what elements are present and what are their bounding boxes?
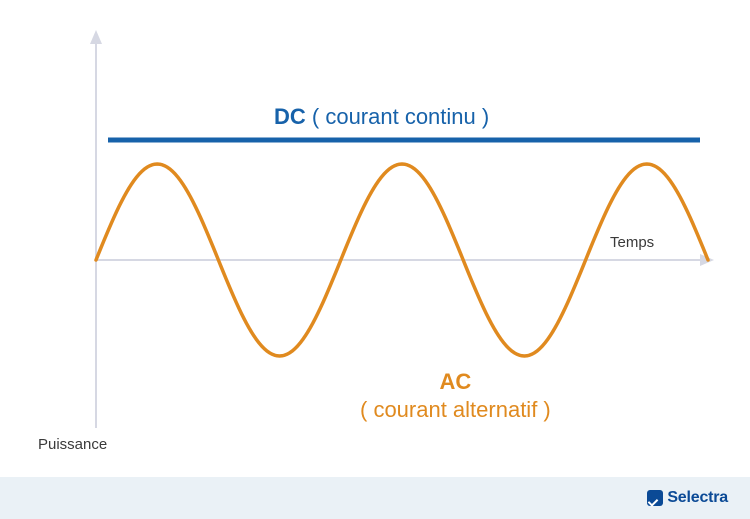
check-icon — [647, 490, 663, 506]
brand-logo-text: Selectra — [667, 489, 728, 507]
brand-logo: Selectra — [647, 489, 728, 507]
y-axis-label: Puissance — [38, 436, 107, 453]
dc-label: DC ( courant continu ) — [274, 104, 489, 130]
dc-label-rest: ( courant continu ) — [306, 104, 489, 129]
ac-label: AC ( courant alternatif ) — [360, 368, 551, 423]
ac-label-rest: ( courant alternatif ) — [360, 396, 551, 424]
chart-area: DC ( courant continu ) AC ( courant alte… — [0, 0, 750, 480]
dc-label-bold: DC — [274, 104, 306, 129]
footer-band: Selectra — [0, 477, 750, 519]
ac-label-bold: AC — [439, 369, 471, 394]
x-axis-label: Temps — [610, 234, 654, 251]
